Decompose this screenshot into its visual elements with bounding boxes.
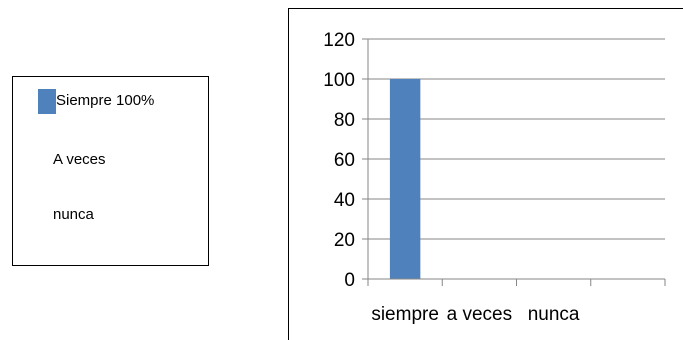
x-tick-label: a veces (447, 304, 512, 325)
y-tick-label: 40 (334, 190, 355, 211)
x-tick-label: siempre (371, 304, 439, 325)
legend-entry-siempre: Siempre 100% (56, 92, 155, 109)
y-tick-label: 60 (334, 150, 355, 171)
legend: Siempre 100% A veces nunca (12, 76, 209, 266)
bar-siempre (389, 79, 421, 279)
legend-entry-nunca: nunca (53, 206, 94, 223)
y-tick-label: 120 (323, 30, 355, 51)
chart-frame (288, 8, 683, 340)
y-tick-label: 0 (344, 270, 355, 291)
y-tick-label: 20 (334, 230, 355, 251)
y-tick-label: 100 (323, 70, 355, 91)
x-tick-label: nunca (528, 304, 580, 325)
legend-entry-a-veces: A veces (53, 151, 106, 168)
y-tick-label: 80 (334, 110, 355, 131)
legend-swatch-siempre (38, 89, 56, 114)
